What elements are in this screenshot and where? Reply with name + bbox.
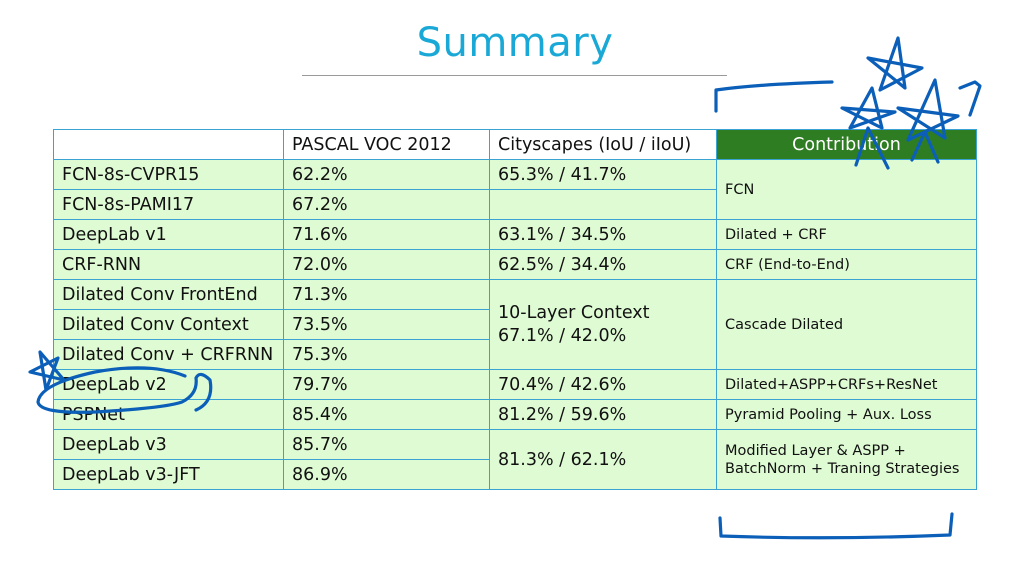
voc-cell: 73.5% [283, 309, 490, 340]
model-cell: DeepLab v1 [53, 219, 284, 250]
contribution-cell: CRF (End-to-End) [716, 249, 977, 280]
cityscapes-cell: 10-Layer Context 67.1% / 42.0% [489, 279, 717, 370]
cityscapes-cell: 81.3% / 62.1% [489, 429, 717, 490]
table-row: Dilated Conv Context 73.5% [53, 309, 977, 340]
cityscapes-cell: 63.1% / 34.5% [489, 219, 717, 250]
voc-cell: 71.6% [283, 219, 490, 250]
bracket-top-icon [714, 80, 834, 113]
table-row: PSPNet 85.4% 81.2% / 59.6% Pyramid Pooli… [53, 399, 977, 430]
model-cell: DeepLab v2 [53, 369, 284, 400]
voc-cell: 67.2% [283, 189, 490, 220]
contribution-cell: Dilated+ASPP+CRFs+ResNet [716, 369, 977, 400]
voc-cell: 71.3% [283, 279, 490, 310]
cityscapes-cell-text: 10-Layer Context 67.1% / 42.0% [498, 302, 650, 346]
cityscapes-cell: 62.5% / 34.4% [489, 249, 717, 280]
cityscapes-cell: 70.4% / 42.6% [489, 369, 717, 400]
table-row: DeepLab v2 79.7% 70.4% / 42.6% Dilated+A… [53, 369, 977, 400]
table-row: DeepLab v3-JFT 86.9% [53, 459, 977, 490]
voc-cell: 79.7% [283, 369, 490, 400]
table-row: FCN-8s-PAMI17 67.2% [53, 189, 977, 220]
model-cell: FCN-8s-CVPR15 [53, 159, 284, 190]
table-row: FCN-8s-CVPR15 62.2% 65.3% / 41.7% FCN [53, 159, 977, 220]
voc-cell: 86.9% [283, 459, 490, 490]
title-divider [302, 75, 727, 76]
cityscapes-cell: 65.3% / 41.7% [489, 159, 717, 190]
model-cell: PSPNet [53, 399, 284, 430]
header-pascal-voc: PASCAL VOC 2012 [283, 129, 490, 160]
contribution-cell: Modified Layer & ASPP + BatchNorm + Tran… [716, 429, 977, 490]
table-row: DeepLab v1 71.6% 63.1% / 34.5% Dilated +… [53, 219, 977, 250]
model-cell: Dilated Conv + CRFRNN [53, 339, 284, 370]
cityscapes-cell: 81.2% / 59.6% [489, 399, 717, 430]
header-model [53, 129, 284, 160]
contribution-cell: FCN [716, 159, 977, 220]
table-row: DeepLab v3 85.7% 81.3% / 62.1% Modified … [53, 429, 977, 490]
slide-title: Summary [416, 20, 614, 66]
voc-cell: 75.3% [283, 339, 490, 370]
header-cityscapes: Cityscapes (IoU / iIoU) [489, 129, 717, 160]
contribution-cell: Dilated + CRF [716, 219, 977, 250]
voc-cell: 72.0% [283, 249, 490, 280]
bracket-bottom-icon [718, 512, 954, 540]
cityscapes-cell [489, 189, 717, 220]
table-header-row: PASCAL VOC 2012 Cityscapes (IoU / iIoU) … [53, 129, 977, 160]
table-row: Dilated Conv + CRFRNN 75.3% [53, 339, 977, 370]
table-row: CRF-RNN 72.0% 62.5% / 34.4% CRF (End-to-… [53, 249, 977, 280]
voc-cell: 85.7% [283, 429, 490, 460]
summary-table: PASCAL VOC 2012 Cityscapes (IoU / iIoU) … [53, 129, 977, 490]
contribution-cell: Cascade Dilated [716, 279, 977, 370]
contribution-cell: Pyramid Pooling + Aux. Loss [716, 399, 977, 430]
header-contribution: Contribution [716, 129, 977, 160]
model-cell: Dilated Conv Context [53, 309, 284, 340]
model-cell: CRF-RNN [53, 249, 284, 280]
model-cell: DeepLab v3 [53, 429, 284, 460]
model-cell: Dilated Conv FrontEnd [53, 279, 284, 310]
voc-cell: 85.4% [283, 399, 490, 430]
table-row: Dilated Conv FrontEnd 71.3% 10-Layer Con… [53, 279, 977, 370]
voc-cell: 62.2% [283, 159, 490, 190]
model-cell: DeepLab v3-JFT [53, 459, 284, 490]
model-cell: FCN-8s-PAMI17 [53, 189, 284, 220]
